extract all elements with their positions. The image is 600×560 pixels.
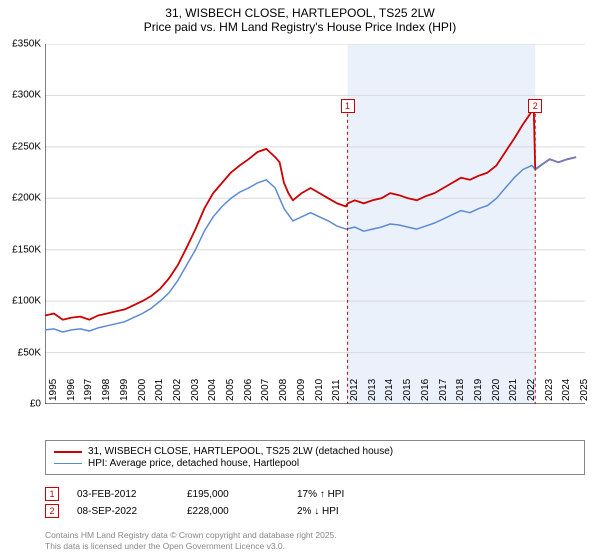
x-axis-label: 2006 bbox=[243, 379, 254, 401]
legend-swatch bbox=[54, 451, 82, 453]
legend-box: 31, WISBECH CLOSE, HARTLEPOOL, TS25 2LW … bbox=[45, 440, 585, 475]
x-axis-label: 2008 bbox=[278, 379, 289, 401]
chart-callout-2: 2 bbox=[528, 99, 542, 113]
y-axis-label: £300K bbox=[1, 90, 41, 101]
chart-svg bbox=[45, 44, 585, 404]
x-axis-label: 2011 bbox=[331, 379, 342, 401]
legend-label: HPI: Average price, detached house, Hart… bbox=[88, 458, 299, 469]
transaction-change: 2% ↓ HPI bbox=[297, 506, 407, 517]
y-axis-label: £250K bbox=[1, 141, 41, 152]
x-axis-label: 2018 bbox=[455, 379, 466, 401]
title-block: 31, WISBECH CLOSE, HARTLEPOOL, TS25 2LW … bbox=[0, 0, 600, 38]
transaction-change: 17% ↑ HPI bbox=[297, 489, 407, 500]
x-axis-label: 2022 bbox=[526, 379, 537, 401]
x-axis-label: 2015 bbox=[402, 379, 413, 401]
x-axis-label: 2001 bbox=[154, 379, 165, 401]
title-line-2: Price paid vs. HM Land Registry's House … bbox=[0, 20, 600, 34]
x-axis-label: 2017 bbox=[438, 379, 449, 401]
y-axis-label: £200K bbox=[1, 193, 41, 204]
x-axis-label: 2023 bbox=[544, 379, 555, 401]
transaction-row: 1 03-FEB-2012£195,00017% ↑ HPI bbox=[45, 487, 585, 501]
x-axis-label: 2024 bbox=[561, 379, 572, 401]
transaction-rows: 1 03-FEB-2012£195,00017% ↑ HPI 2 08-SEP-202… bbox=[45, 484, 585, 521]
footer-attribution: Contains HM Land Registry data © Crown c… bbox=[45, 530, 337, 551]
x-axis-label: 1999 bbox=[119, 379, 130, 401]
chart-container: 31, WISBECH CLOSE, HARTLEPOOL, TS25 2LW … bbox=[0, 0, 600, 560]
x-axis-label: 2010 bbox=[314, 379, 325, 401]
transaction-row: 2 08-SEP-2022£228,0002% ↓ HPI bbox=[45, 504, 585, 518]
x-axis-label: 2007 bbox=[260, 379, 271, 401]
x-axis-label: 2003 bbox=[190, 379, 201, 401]
title-line-1: 31, WISBECH CLOSE, HARTLEPOOL, TS25 2LW bbox=[0, 6, 600, 20]
chart-callout-1: 1 bbox=[341, 99, 355, 113]
x-axis-label: 2004 bbox=[207, 379, 218, 401]
x-axis-label: 2013 bbox=[367, 379, 378, 401]
x-axis-label: 1997 bbox=[83, 379, 94, 401]
y-axis-label: £150K bbox=[1, 244, 41, 255]
footer-line-1: Contains HM Land Registry data © Crown c… bbox=[45, 530, 337, 541]
x-axis-label: 2014 bbox=[384, 379, 395, 401]
x-axis-label: 2020 bbox=[491, 379, 502, 401]
x-axis-label: 2021 bbox=[508, 379, 519, 401]
transaction-date: 08-SEP-2022 bbox=[77, 506, 187, 517]
x-axis-label: 1995 bbox=[48, 379, 59, 401]
chart-area: £0£50K£100K£150K£200K£250K£300K£350K1995… bbox=[45, 44, 585, 404]
legend-item: HPI: Average price, detached house, Hart… bbox=[54, 458, 576, 469]
x-axis-label: 2005 bbox=[225, 379, 236, 401]
x-axis-label: 1996 bbox=[66, 379, 77, 401]
x-axis-label: 2000 bbox=[137, 379, 148, 401]
legend-swatch bbox=[54, 463, 82, 464]
y-axis-label: £350K bbox=[1, 39, 41, 50]
transaction-price: £195,000 bbox=[187, 489, 297, 500]
y-axis-label: £0 bbox=[1, 399, 41, 410]
x-axis-label: 2019 bbox=[473, 379, 484, 401]
footer-line-2: This data is licensed under the Open Gov… bbox=[45, 541, 337, 552]
y-axis-label: £100K bbox=[1, 296, 41, 307]
transaction-marker: 2 bbox=[45, 504, 59, 518]
x-axis-label: 2016 bbox=[420, 379, 431, 401]
legend-label: 31, WISBECH CLOSE, HARTLEPOOL, TS25 2LW … bbox=[88, 446, 393, 457]
x-axis-label: 2002 bbox=[172, 379, 183, 401]
legend-item: 31, WISBECH CLOSE, HARTLEPOOL, TS25 2LW … bbox=[54, 446, 576, 457]
transaction-marker: 1 bbox=[45, 487, 59, 501]
y-axis-label: £50K bbox=[1, 347, 41, 358]
transaction-date: 03-FEB-2012 bbox=[77, 489, 187, 500]
transaction-price: £228,000 bbox=[187, 506, 297, 517]
x-axis-label: 2025 bbox=[579, 379, 590, 401]
x-axis-label: 2012 bbox=[349, 379, 360, 401]
x-axis-label: 2009 bbox=[296, 379, 307, 401]
x-axis-label: 1998 bbox=[101, 379, 112, 401]
